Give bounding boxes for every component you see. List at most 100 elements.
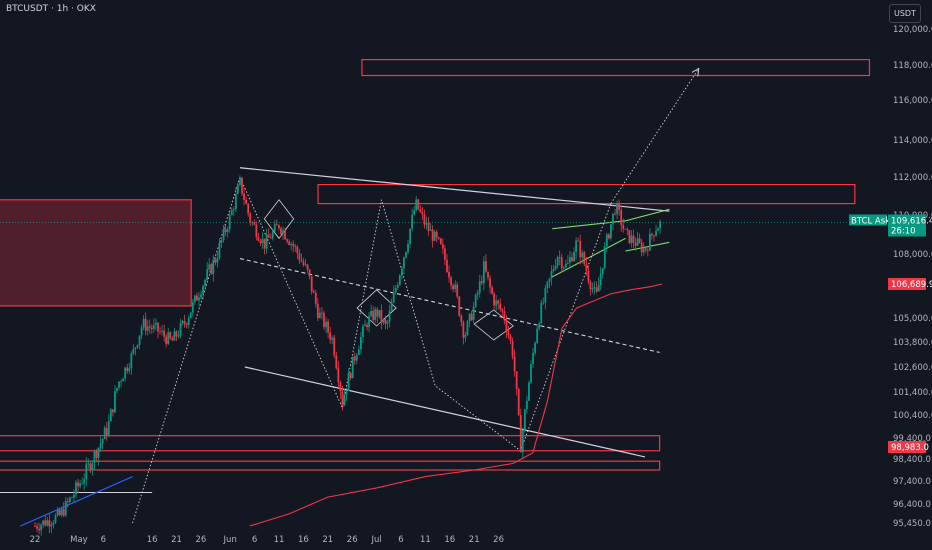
candle-body-180: [403, 257, 405, 269]
candle-body-167: [376, 309, 379, 317]
y-tick-label: 112,000.0: [893, 173, 932, 183]
candle-body-55: [146, 326, 149, 331]
candle-body-46: [128, 368, 131, 371]
candle-body-73: [183, 320, 186, 324]
candle-body-179: [400, 268, 403, 276]
candle-body-257: [560, 257, 563, 269]
candle-body-14: [62, 508, 65, 516]
candle-body-225: [495, 300, 498, 306]
candle-body-32: [99, 443, 102, 448]
candle-body-120: [280, 228, 282, 234]
candle-body-91: [220, 240, 223, 244]
candle-body-97: [232, 209, 235, 210]
y-tick-label: 96,400.0: [893, 500, 931, 510]
candle-body-74: [185, 323, 188, 325]
candle-body-170: [382, 319, 385, 323]
candle-body-301: [651, 233, 653, 236]
candle-body-279: [605, 234, 608, 247]
candle-body-206: [456, 284, 459, 297]
candle-body-144: [329, 332, 332, 340]
zone-box-2: [0, 199, 192, 307]
candle-body-190: [423, 214, 426, 225]
candle-body-141: [323, 312, 325, 328]
zone-box-3: [0, 435, 661, 452]
zigzag-1: [610, 68, 700, 204]
y-tick-label: 100,400.0: [893, 411, 932, 421]
candle-body-150: [341, 391, 344, 406]
candle-body-33: [101, 438, 104, 444]
candle-body-185: [413, 210, 416, 215]
candle-body-130: [300, 260, 303, 262]
candle-body-209: [462, 322, 465, 338]
candle-body-231: [507, 331, 510, 336]
candle-body-182: [407, 243, 409, 253]
candle-body-164: [370, 311, 373, 317]
candle-body-296: [640, 242, 643, 253]
x-tick-label: May: [70, 535, 88, 545]
candle-body-255: [556, 257, 559, 266]
candle-body-42: [120, 381, 122, 383]
candle-body-208: [460, 315, 463, 323]
candle-body-2: [38, 528, 40, 531]
candle-body-291: [630, 235, 633, 244]
currency-button[interactable]: USDT: [889, 4, 921, 23]
x-tick-label: 6: [252, 535, 257, 545]
candle-body-147: [335, 355, 338, 369]
candle-body-108: [255, 224, 258, 238]
candle-body-90: [218, 243, 221, 258]
y-tick-label: 114,000.0: [893, 136, 932, 146]
candle-body-187: [417, 199, 420, 210]
y-tick-label: 95,450.0: [893, 519, 931, 529]
candle-body-48: [132, 348, 135, 354]
candle-body-41: [118, 381, 120, 388]
candle-body-153: [347, 373, 350, 392]
candle-body-252: [550, 271, 553, 279]
x-axis: 22 May 6 16 21 26 Jun 6 11 16 21 26 Jul 6 11 16 21 26: [30, 535, 504, 545]
candle-body-122: [284, 230, 286, 240]
candle-body-305: [659, 221, 662, 229]
candle-body-51: [138, 335, 141, 345]
candle-body-138: [316, 303, 319, 319]
candle-body-264: [575, 240, 577, 252]
candle-body-45: [126, 367, 129, 371]
candle-body-29: [93, 451, 96, 464]
candle-body-250: [546, 281, 549, 289]
candle-body-36: [107, 421, 110, 436]
candle-body-1: [36, 526, 38, 529]
candle-body-0: [34, 526, 36, 527]
candle-body-274: [595, 287, 598, 292]
zone-box-4: [0, 460, 661, 471]
candle-body-63: [163, 330, 166, 337]
candle-body-267: [581, 252, 584, 258]
candle-body-223: [491, 287, 493, 294]
candle-body-102: [243, 193, 245, 200]
candle-body-236: [517, 389, 520, 416]
zone-box-0: [361, 58, 871, 77]
candle-body-188: [419, 209, 422, 212]
candle-body-77: [191, 302, 194, 313]
candle-body-149: [339, 382, 342, 392]
candle-body-47: [130, 353, 133, 369]
candle-body-232: [509, 335, 512, 342]
candle-body-221: [487, 271, 489, 278]
candle-body-59: [155, 322, 157, 325]
candle-body-159: [359, 336, 362, 350]
candle-body-248: [542, 302, 545, 304]
candle-body-110: [259, 240, 262, 244]
candles-layer: [34, 175, 662, 536]
candle-body-275: [597, 285, 600, 292]
candle-body-28: [91, 463, 94, 471]
candle-body-75: [187, 318, 190, 325]
candle-body-174: [390, 302, 393, 311]
candle-body-85: [208, 264, 211, 270]
candle-body-118: [275, 224, 278, 226]
x-tick-label: 6: [398, 535, 403, 545]
x-tick-label: 26: [196, 535, 207, 545]
candle-body-249: [544, 288, 547, 303]
candle-body-12: [58, 509, 61, 516]
candle-body-227: [499, 303, 502, 310]
x-tick-label: 16: [444, 535, 455, 545]
candle-body-155: [351, 356, 354, 379]
candle-body-199: [441, 244, 444, 249]
